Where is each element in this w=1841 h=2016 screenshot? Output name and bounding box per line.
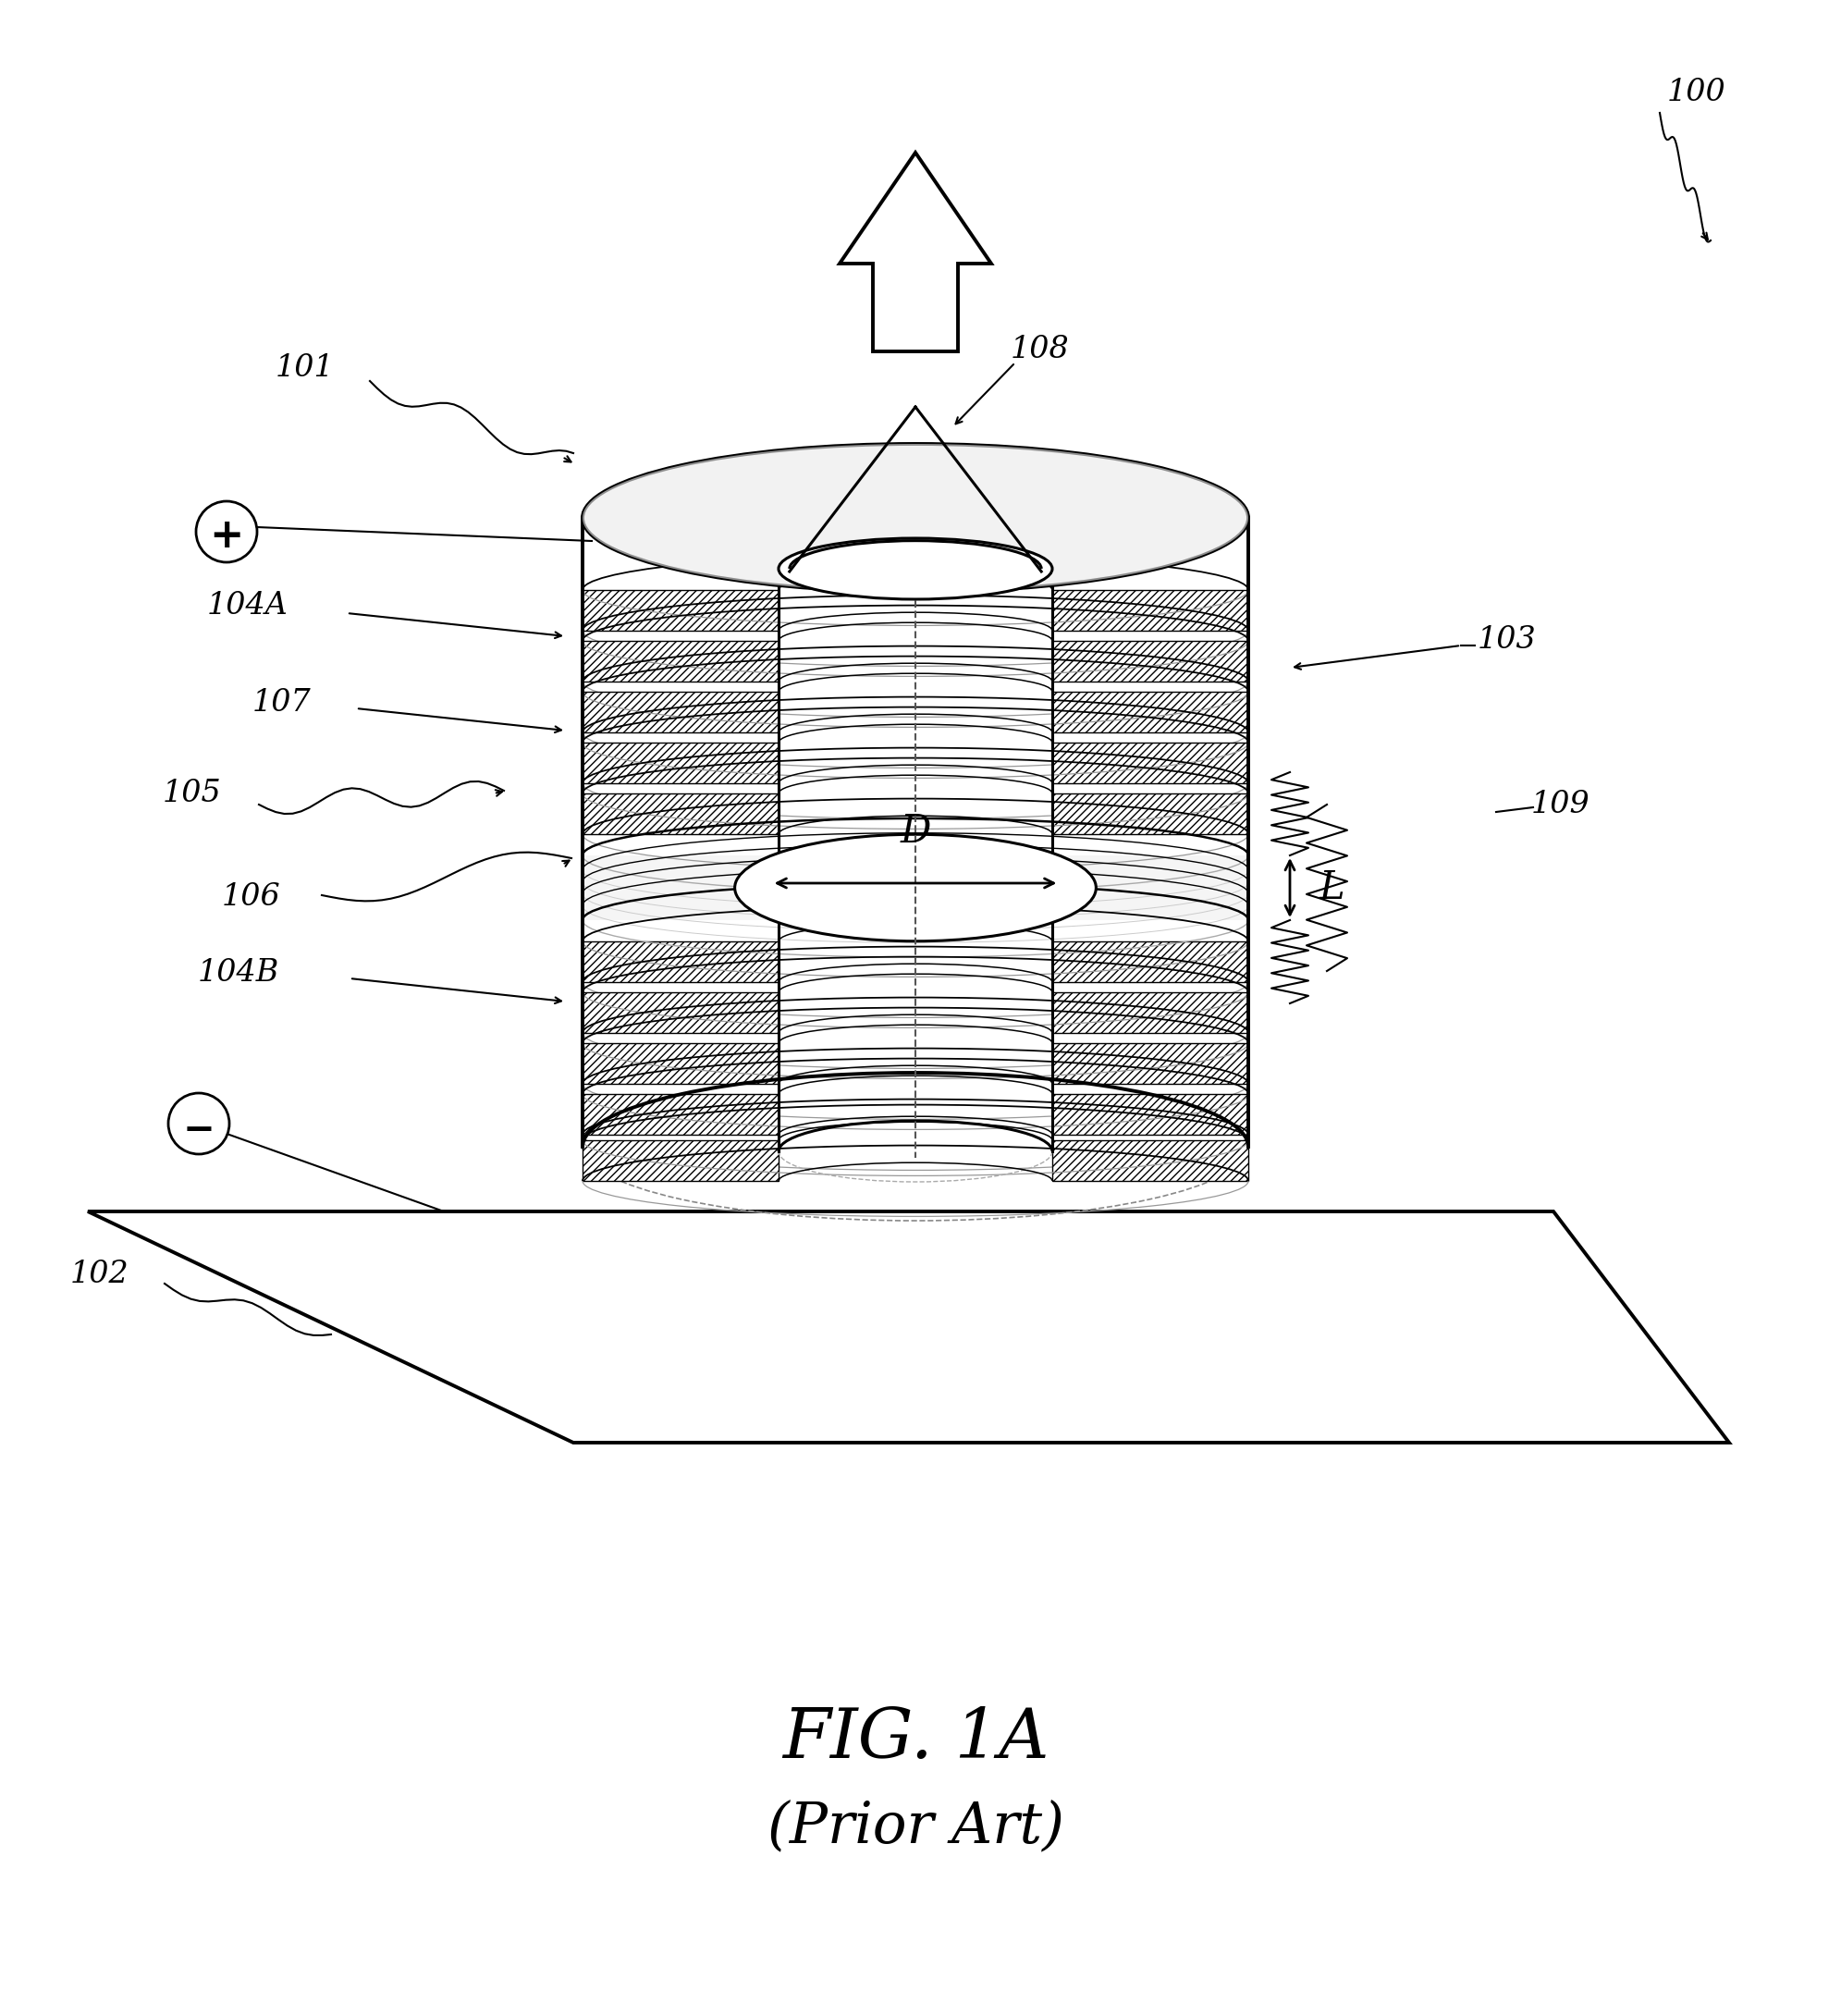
Polygon shape bbox=[1053, 855, 1248, 919]
Text: (Prior Art): (Prior Art) bbox=[768, 1798, 1064, 1855]
Polygon shape bbox=[1053, 1042, 1248, 1085]
Polygon shape bbox=[1053, 591, 1248, 631]
Polygon shape bbox=[1053, 518, 1248, 1147]
Polygon shape bbox=[582, 691, 779, 732]
Text: 104B: 104B bbox=[197, 958, 280, 988]
Text: L: L bbox=[1320, 869, 1346, 907]
Polygon shape bbox=[582, 641, 779, 681]
Text: 102: 102 bbox=[70, 1260, 129, 1288]
Polygon shape bbox=[582, 855, 779, 919]
Text: 104A: 104A bbox=[208, 591, 289, 621]
Polygon shape bbox=[839, 153, 990, 351]
Text: 107: 107 bbox=[252, 687, 311, 718]
Polygon shape bbox=[1053, 742, 1248, 784]
Polygon shape bbox=[1053, 691, 1248, 732]
Polygon shape bbox=[1053, 641, 1248, 681]
Text: 105: 105 bbox=[162, 778, 221, 808]
Text: +: + bbox=[210, 516, 243, 556]
Text: FIG. 1A: FIG. 1A bbox=[782, 1706, 1049, 1772]
Polygon shape bbox=[582, 742, 779, 784]
Text: 106: 106 bbox=[223, 883, 282, 911]
Polygon shape bbox=[582, 794, 779, 835]
Text: −: − bbox=[182, 1111, 215, 1149]
Polygon shape bbox=[582, 941, 779, 982]
Polygon shape bbox=[88, 1212, 1729, 1443]
Polygon shape bbox=[1053, 794, 1248, 835]
Ellipse shape bbox=[779, 538, 1053, 599]
Polygon shape bbox=[582, 1042, 779, 1085]
Polygon shape bbox=[582, 518, 779, 1147]
Polygon shape bbox=[582, 591, 779, 631]
Polygon shape bbox=[1053, 941, 1248, 982]
Text: 103: 103 bbox=[1478, 625, 1537, 655]
Polygon shape bbox=[582, 992, 779, 1032]
Circle shape bbox=[195, 502, 258, 562]
Ellipse shape bbox=[582, 444, 1248, 593]
Ellipse shape bbox=[735, 835, 1095, 941]
Circle shape bbox=[168, 1093, 230, 1153]
Text: 108: 108 bbox=[1011, 335, 1070, 365]
Text: D: D bbox=[900, 812, 932, 851]
Polygon shape bbox=[582, 444, 1248, 599]
Polygon shape bbox=[1053, 1141, 1248, 1181]
Text: 100: 100 bbox=[1668, 79, 1727, 107]
Polygon shape bbox=[1053, 992, 1248, 1032]
Polygon shape bbox=[582, 1141, 779, 1181]
Polygon shape bbox=[582, 1095, 779, 1135]
Polygon shape bbox=[1053, 1095, 1248, 1135]
Text: 101: 101 bbox=[276, 353, 335, 383]
Text: 109: 109 bbox=[1532, 790, 1591, 818]
